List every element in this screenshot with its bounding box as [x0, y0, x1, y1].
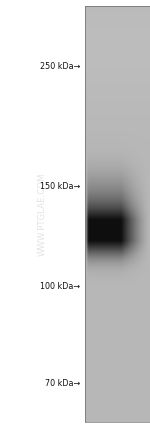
Text: 250 kDa→: 250 kDa→ [40, 62, 80, 71]
Text: 100 kDa→: 100 kDa→ [40, 282, 80, 291]
Text: 150 kDa→: 150 kDa→ [40, 181, 80, 191]
Text: WWW.PTGLAE.COM: WWW.PTGLAE.COM [38, 172, 46, 256]
Text: 70 kDa→: 70 kDa→ [45, 378, 80, 388]
